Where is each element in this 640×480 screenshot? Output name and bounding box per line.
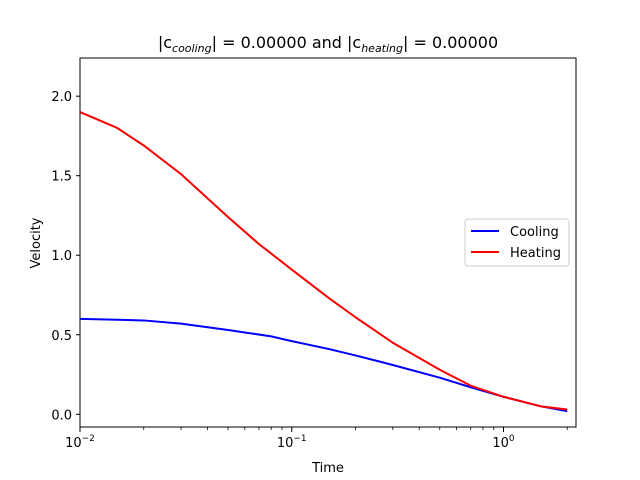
y-axis: 0.0 0.5 1.0 1.5 2.0 <box>51 90 80 423</box>
x-tick-label: 100 <box>492 434 515 451</box>
series-line-heating <box>79 111 568 411</box>
chart-title: |ccooling| = 0.00000 and |cheating| = 0.… <box>158 33 498 55</box>
x-minor-ticks <box>143 427 568 430</box>
series-layer <box>79 111 568 413</box>
y-axis-label: Velocity <box>29 217 44 268</box>
legend-label-heating: Heating <box>510 246 561 261</box>
y-tick-label: 1.5 <box>51 170 72 185</box>
x-axis: 10−2 10−1 100 <box>65 427 515 451</box>
x-tick-label: 10−2 <box>65 434 95 451</box>
plot-frame <box>79 57 577 428</box>
x-tick-label: 10−1 <box>277 434 307 451</box>
y-tick-label: 0.0 <box>51 408 72 423</box>
y-tick-label: 2.0 <box>51 90 72 105</box>
y-tick-label: 0.5 <box>51 329 72 344</box>
legend: Cooling Heating <box>464 218 570 267</box>
legend-label-cooling: Cooling <box>510 225 559 240</box>
y-tick-label: 1.0 <box>51 249 72 264</box>
x-axis-label: Time <box>311 461 344 476</box>
